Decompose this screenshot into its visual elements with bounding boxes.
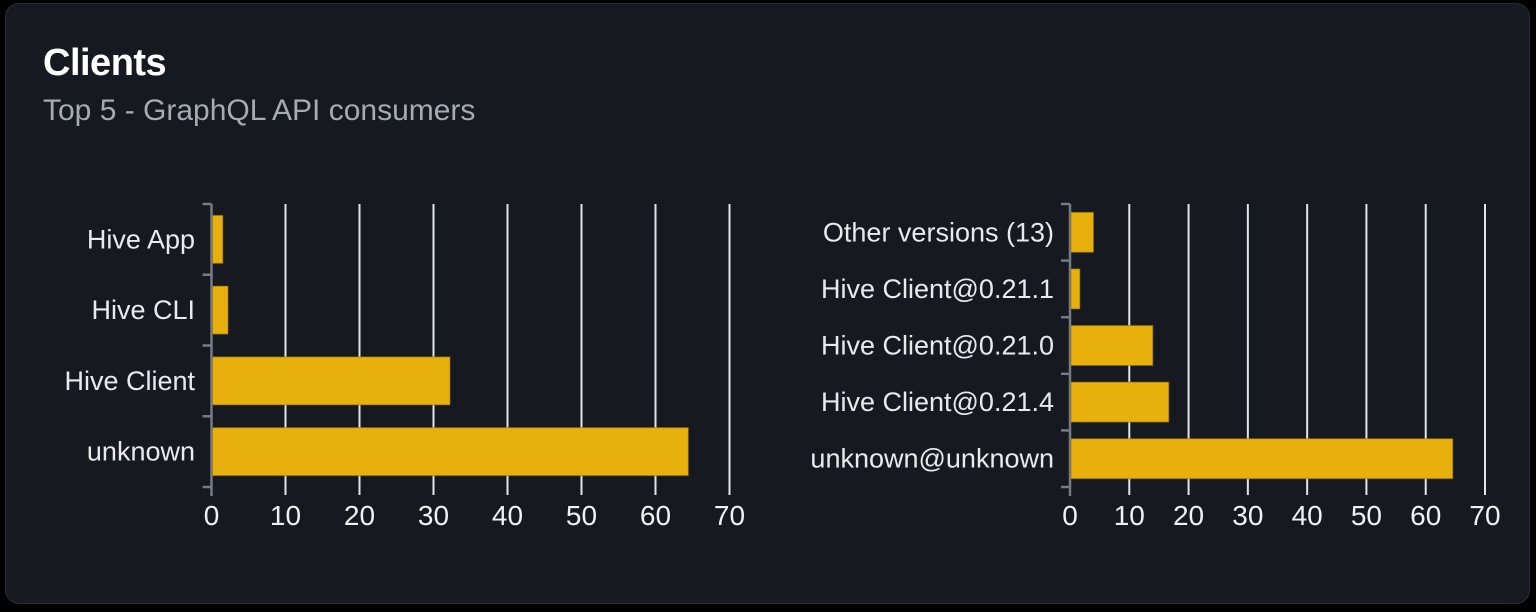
category-label: unknown bbox=[87, 437, 195, 467]
x-tick-label: 60 bbox=[640, 500, 671, 531]
category-label: Hive Client@0.21.0 bbox=[821, 331, 1054, 361]
x-tick-label: 20 bbox=[1173, 500, 1204, 531]
x-tick-label: 30 bbox=[418, 500, 449, 531]
bar[interactable] bbox=[212, 285, 229, 335]
bar[interactable] bbox=[1070, 438, 1454, 480]
category-label: Hive App bbox=[87, 224, 195, 254]
x-tick-label: 10 bbox=[270, 500, 301, 531]
bar[interactable] bbox=[1070, 381, 1170, 423]
category-label: Hive Client@0.21.1 bbox=[821, 274, 1054, 304]
category-label: Hive CLI bbox=[91, 295, 195, 325]
x-tick-label: 40 bbox=[492, 500, 523, 531]
x-tick-label: 70 bbox=[1469, 500, 1500, 531]
clients-by-version-chart: Other versions (13) Hive Client@0.21.1 Hiv… bbox=[810, 202, 1501, 531]
category-label: Hive Client@0.21.4 bbox=[821, 387, 1054, 417]
category-label: Other versions (13) bbox=[823, 217, 1054, 247]
card-subtitle: Top 5 - GraphQL API consumers bbox=[43, 94, 476, 127]
bar[interactable] bbox=[1070, 211, 1095, 253]
x-tick-label: 30 bbox=[1232, 500, 1263, 531]
x-tick-label: 40 bbox=[1292, 500, 1323, 531]
card-title: Clients bbox=[43, 42, 167, 84]
bar[interactable] bbox=[212, 214, 224, 264]
category-label: unknown@unknown bbox=[810, 444, 1054, 474]
bar[interactable] bbox=[1070, 268, 1081, 310]
x-tick-label: 10 bbox=[1114, 500, 1145, 531]
x-tick-label: 60 bbox=[1410, 500, 1441, 531]
x-tick-label: 70 bbox=[714, 500, 745, 531]
bar[interactable] bbox=[1070, 325, 1154, 366]
x-tick-label: 50 bbox=[1351, 500, 1382, 531]
category-label: Hive Client bbox=[64, 366, 195, 396]
x-tick-label: 0 bbox=[204, 500, 220, 531]
x-tick-label: 0 bbox=[1062, 500, 1078, 531]
x-tick-label: 20 bbox=[344, 500, 375, 531]
clients-by-name-chart: Hive App Hive CLI Hive Client unknown 0 10 20 3… bbox=[64, 202, 745, 531]
bar[interactable] bbox=[212, 356, 451, 406]
x-tick-label: 50 bbox=[566, 500, 597, 531]
clients-card: Clients Top 5 - GraphQL API consumers Hi… bbox=[5, 3, 1530, 604]
bar[interactable] bbox=[212, 427, 689, 477]
